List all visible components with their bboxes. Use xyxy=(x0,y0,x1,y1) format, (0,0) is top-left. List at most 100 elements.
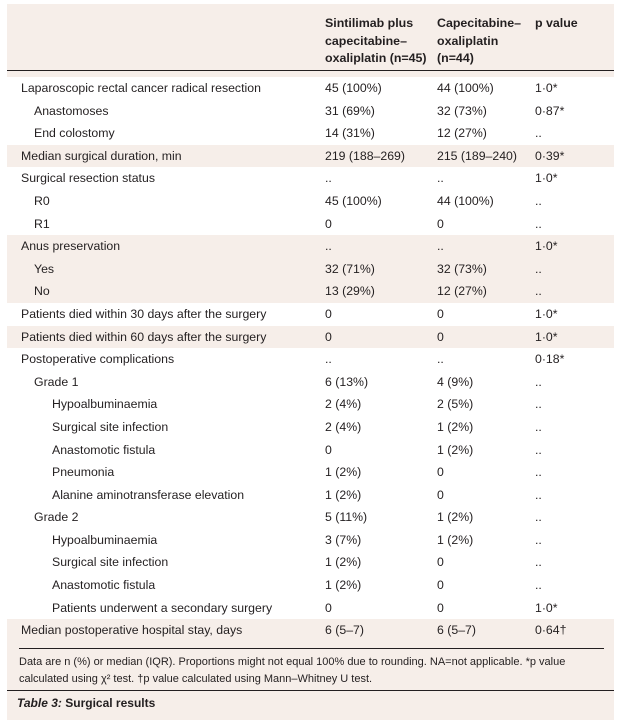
table-row: Pneumonia 1 (2%) 0.. xyxy=(7,461,614,484)
cell-capox: 1 (2%) xyxy=(437,419,474,434)
table-row: Anus preservation.... 1·0* xyxy=(7,235,614,258)
cell-sintilimab: 13 (29%) xyxy=(325,284,375,299)
table-row: Patients underwent a secondary surgery 0 0… xyxy=(7,596,614,620)
cell-sintilimab: 45 (100%) xyxy=(325,81,382,95)
cell-capox: 0 xyxy=(437,555,444,570)
table-row: Median postoperative hospital stay, days… xyxy=(7,619,614,642)
cell-p-value: .. xyxy=(535,555,542,570)
cell-p-value: .. xyxy=(535,261,542,276)
cell-sintilimab: 45 (100%) xyxy=(325,193,382,208)
row-label: Patients died within 60 days after the s… xyxy=(21,329,267,344)
table-row: Grade 1 6 (13%) 4 (9%).. xyxy=(7,370,614,394)
cell-p-value: .. xyxy=(535,126,542,141)
cell-p-value: .. xyxy=(535,510,542,525)
footnote-text: Data are n (%) or median (IQR). Proporti… xyxy=(19,656,566,685)
cell-sintilimab: 219 (188–269) xyxy=(325,148,405,163)
row-label: Alanine aminotransferase elevation xyxy=(52,487,245,502)
table-row: Anastomotic fistula 0 1 (2%).. xyxy=(7,438,614,462)
cell-sintilimab: 2 (4%) xyxy=(325,397,362,412)
header-sintilimab: Sintilimab plus capecitabine– oxaliplati… xyxy=(325,16,427,65)
row-label: Anastomotic fistula xyxy=(52,578,156,593)
row-label: Pneumonia xyxy=(52,465,115,480)
caption-label: Table 3: xyxy=(17,696,62,710)
cell-p-value: .. xyxy=(535,532,542,547)
cell-sintilimab: 1 (2%) xyxy=(325,487,362,502)
table-row: Surgical site infection 1 (2%) 0.. xyxy=(7,551,614,575)
row-label: Anastomoses xyxy=(34,103,109,118)
caption-title: Surgical results xyxy=(61,696,156,710)
table-row: Anastomoses 31 (69%) 32 (73%) 0·87* xyxy=(7,99,614,123)
cell-p-value: .. xyxy=(535,216,542,231)
row-label: Median postoperative hospital stay, days xyxy=(21,623,243,638)
cell-p-value: 1·0* xyxy=(535,239,558,254)
cell-p-value: .. xyxy=(535,442,542,457)
cell-capox: 32 (73%) xyxy=(437,261,487,276)
table-row: End colostomy 14 (31%) 12 (27%).. xyxy=(7,122,614,145)
table-row: Grade 2 5 (11%) 1 (2%).. xyxy=(7,506,614,529)
cell-p-value: 1·0* xyxy=(535,600,558,615)
cell-sintilimab: 5 (11%) xyxy=(325,510,368,525)
cell-sintilimab: 0 xyxy=(325,306,332,321)
table-row: Surgical site infection 2 (4%) 1 (2%).. xyxy=(7,415,614,439)
cell-capox: 0 xyxy=(437,306,444,321)
table-body: Laparoscopic rectal cancer radical resec… xyxy=(7,77,614,642)
cell-sintilimab: 14 (31%) xyxy=(325,126,375,141)
cell-p-value: 1·0* xyxy=(535,329,558,344)
table-row: Surgical resection status.... 1·0* xyxy=(7,167,614,190)
cell-sintilimab: 32 (71%) xyxy=(325,261,375,276)
cell-capox: 1 (2%) xyxy=(437,510,474,525)
row-label: Surgical site infection xyxy=(52,555,169,570)
cell-p-value: .. xyxy=(535,578,542,593)
table-row: Postoperative complications.... 0·18* xyxy=(7,348,614,371)
cell-capox: 0 xyxy=(437,329,444,344)
cell-sintilimab: 6 (5–7) xyxy=(325,623,364,638)
cell-capox: 1 (2%) xyxy=(437,532,474,547)
cell-p-value: .. xyxy=(535,374,542,389)
cell-capox: 4 (9%) xyxy=(437,374,474,389)
table-row: Patients died within 30 days after the s… xyxy=(7,302,614,326)
cell-sintilimab: .. xyxy=(325,239,332,254)
cell-capox: 12 (27%) xyxy=(437,126,487,141)
table-row: Hypoalbuminaemia 2 (4%) 2 (5%).. xyxy=(7,393,614,416)
cell-sintilimab: 1 (2%) xyxy=(325,465,362,480)
cell-capox: 2 (5%) xyxy=(437,397,474,412)
cell-capox: 215 (189–240) xyxy=(437,148,517,163)
cell-capox: 0 xyxy=(437,465,444,480)
row-label: R0 xyxy=(34,193,50,208)
row-label: Patients died within 30 days after the s… xyxy=(21,306,267,321)
cell-sintilimab: 6 (13%) xyxy=(325,374,369,389)
table-row: R0 45 (100%) 44 (100%).. xyxy=(7,189,614,213)
cell-sintilimab: 1 (2%) xyxy=(325,555,362,570)
table-row: Laparoscopic rectal cancer radical resec… xyxy=(7,77,614,100)
cell-p-value: 1·0* xyxy=(535,81,558,95)
row-label: Surgical resection status xyxy=(21,171,155,186)
row-label: Anastomotic fistula xyxy=(52,442,156,457)
row-label: Anus preservation xyxy=(21,239,121,254)
row-label: Hypoalbuminaemia xyxy=(52,397,158,412)
table-row: Median surgical duration, min 219 (188–26… xyxy=(7,145,614,168)
table-caption: Table 3: Surgical results xyxy=(7,690,614,710)
cell-capox: 6 (5–7) xyxy=(437,623,476,638)
table-footnote: Data are n (%) or median (IQR). Proporti… xyxy=(19,648,604,688)
cell-capox: 1 (2%) xyxy=(437,442,474,457)
cell-capox: 0 xyxy=(437,600,444,615)
cell-sintilimab: 0 xyxy=(325,600,332,615)
row-label: No xyxy=(34,284,50,299)
row-label: Median surgical duration, min xyxy=(21,148,182,163)
table-row: R1 0 0.. xyxy=(7,212,614,236)
table-row: Yes 32 (71%) 32 (73%).. xyxy=(7,258,614,281)
row-label: Laparoscopic rectal cancer radical resec… xyxy=(21,81,261,95)
cell-capox: .. xyxy=(437,352,444,367)
row-label: Grade 1 xyxy=(34,374,79,389)
cell-capox: 44 (100%) xyxy=(437,81,494,95)
cell-p-value: .. xyxy=(535,487,542,502)
row-label: Surgical site infection xyxy=(52,419,169,434)
cell-sintilimab: 0 xyxy=(325,442,332,457)
table-header: Sintilimab plus capecitabine– oxaliplati… xyxy=(7,4,614,71)
cell-p-value: .. xyxy=(535,419,542,434)
row-label: R1 xyxy=(34,216,50,231)
header-capox: Capecitabine– oxaliplatin (n=44) xyxy=(437,16,522,65)
cell-capox: 0 xyxy=(437,578,444,593)
table-row: Hypoalbuminaemia 3 (7%) 1 (2%).. xyxy=(7,528,614,552)
cell-capox: 0 xyxy=(437,487,444,502)
